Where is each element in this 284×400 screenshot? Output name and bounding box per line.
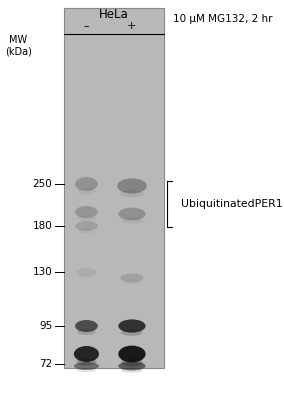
Ellipse shape [75, 177, 98, 191]
Ellipse shape [121, 217, 143, 224]
Ellipse shape [121, 274, 143, 282]
Ellipse shape [76, 358, 97, 366]
Ellipse shape [74, 346, 99, 362]
Ellipse shape [75, 320, 98, 332]
Ellipse shape [118, 208, 146, 220]
Ellipse shape [75, 221, 98, 231]
Text: +: + [127, 21, 137, 31]
Ellipse shape [120, 190, 144, 198]
Text: 130: 130 [33, 267, 52, 277]
Ellipse shape [121, 368, 143, 373]
Text: HeLa: HeLa [99, 8, 129, 20]
Text: 180: 180 [33, 221, 52, 231]
Text: MW
(kDa): MW (kDa) [5, 35, 32, 57]
Ellipse shape [117, 178, 147, 194]
Text: 10 μM MG132, 2 hr: 10 μM MG132, 2 hr [173, 14, 272, 24]
Ellipse shape [77, 188, 95, 194]
Text: 72: 72 [39, 359, 52, 369]
Ellipse shape [74, 362, 99, 370]
Ellipse shape [78, 274, 95, 278]
Ellipse shape [75, 206, 98, 218]
Ellipse shape [77, 329, 95, 335]
Ellipse shape [77, 228, 95, 234]
Text: 250: 250 [33, 179, 52, 189]
Ellipse shape [118, 362, 146, 370]
Ellipse shape [76, 268, 97, 276]
Ellipse shape [118, 346, 146, 362]
Ellipse shape [123, 280, 141, 285]
Ellipse shape [77, 215, 95, 221]
Ellipse shape [121, 329, 143, 336]
Text: –: – [83, 21, 89, 31]
Bar [64, 8, 164, 368]
Ellipse shape [76, 368, 97, 372]
Ellipse shape [118, 319, 146, 333]
Ellipse shape [121, 358, 143, 366]
Text: 95: 95 [39, 321, 52, 331]
Text: UbiquitinatedPER1: UbiquitinatedPER1 [181, 199, 283, 209]
